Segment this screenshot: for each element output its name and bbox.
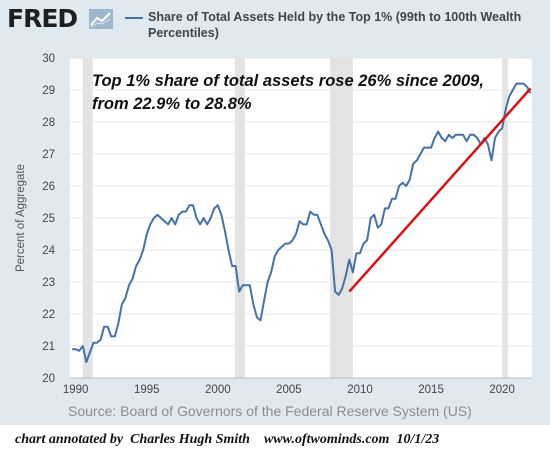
source-note[interactable]: Source: Board of Governors of the Federa… — [68, 403, 472, 419]
x-tick-label-2000: 2000 — [205, 384, 231, 396]
y-tick-label-25: 25 — [42, 213, 55, 225]
x-tick-label-2005: 2005 — [276, 384, 302, 396]
y-axis-label: Percent of Aggregate — [15, 164, 27, 272]
y-tick-label-21: 21 — [42, 341, 55, 353]
annotation-line-2: from 22.9% to 28.8% — [92, 95, 252, 113]
annotation-line-1: Top 1% share of total assets rose 26% si… — [92, 72, 484, 90]
y-tick-labels: 20 21 22 23 24 25 26 27 28 29 30 — [42, 53, 55, 385]
y-tick-label-29: 29 — [42, 85, 55, 97]
series-line-0 — [72, 82, 532, 363]
y-tick-label-20: 20 — [42, 373, 55, 385]
x-tick-label-2020: 2020 — [489, 384, 515, 396]
chart: 20 21 22 23 24 25 26 27 28 29 30 1990 1995 2000 2005 2… — [15, 53, 532, 396]
y-tick-label-30: 30 — [42, 53, 55, 65]
grid-lines — [70, 57, 532, 379]
x-tick-label-2015: 2015 — [418, 384, 444, 396]
x-tick-labels: 1990 1995 2000 2005 2010 2015 2020 — [63, 384, 515, 396]
series — [72, 82, 532, 363]
trendline-layer — [348, 87, 532, 293]
annotation-credit: chart annotated by Charles Hugh Smith ww… — [15, 432, 440, 447]
x-tick-label-1990: 1990 — [63, 384, 89, 396]
chart-annotation: Top 1% share of total assets rose 26% si… — [92, 70, 484, 116]
legend-swatch — [125, 17, 143, 19]
x-tick-label-2010: 2010 — [347, 384, 373, 396]
y-tick-label-28: 28 — [42, 117, 55, 129]
y-tick-label-24: 24 — [42, 245, 55, 257]
y-tick-label-23: 23 — [42, 277, 55, 289]
x-tick-label-1995: 1995 — [134, 384, 160, 396]
fred-logo[interactable]: FRED — [7, 4, 78, 33]
line-chart-icon — [89, 9, 113, 29]
y-tick-label-27: 27 — [42, 149, 55, 161]
y-tick-label-26: 26 — [42, 181, 55, 193]
y-tick-label-22: 22 — [42, 309, 55, 321]
legend-label: Share of Total Assets Held by the Top 1%… — [148, 10, 522, 40]
trendline — [348, 87, 532, 293]
